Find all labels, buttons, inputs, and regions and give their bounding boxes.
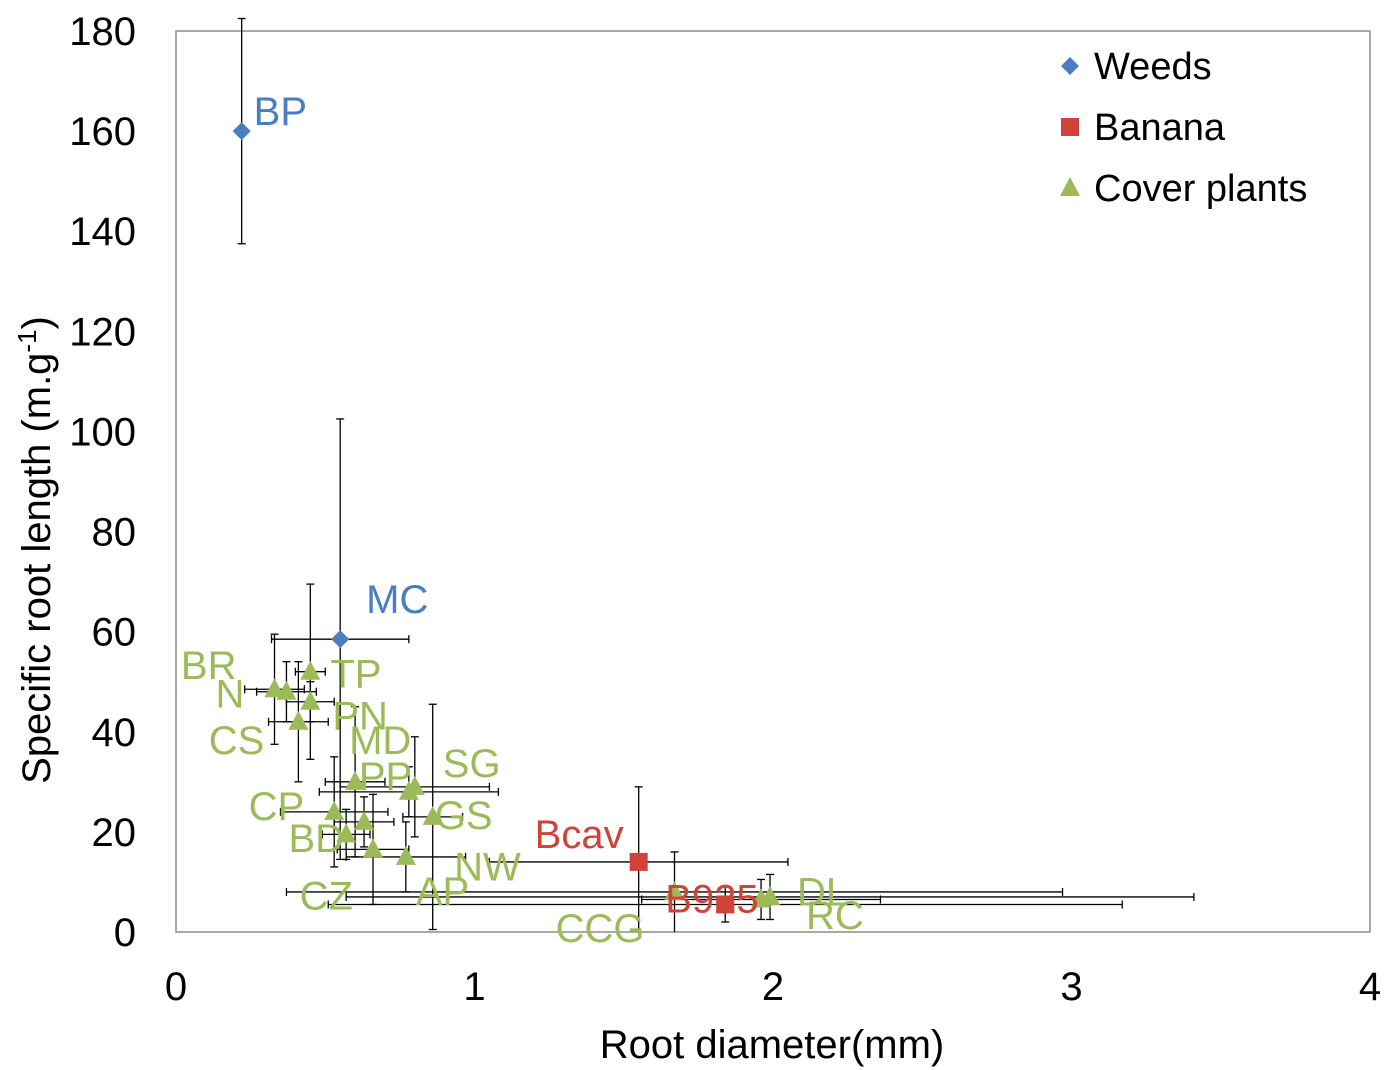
legend-label: Weeds: [1094, 46, 1212, 88]
point-marker: [331, 630, 350, 649]
legend-marker: [1061, 118, 1079, 136]
y-axis-label-sup: -1: [12, 329, 42, 352]
y-tick-label: 80: [92, 511, 137, 555]
x-tick-label: 3: [1060, 965, 1082, 1009]
data-markers: [232, 122, 781, 914]
y-axis-label-main: Specific root length (m.g: [15, 353, 59, 784]
point-marker: [354, 810, 375, 830]
y-tick-label: 140: [69, 210, 136, 254]
point-label: MD: [349, 719, 411, 763]
point-label: PP: [359, 755, 412, 799]
point-marker: [336, 823, 357, 843]
point-label: NW: [454, 845, 521, 889]
legend-label: Cover plants: [1094, 168, 1307, 210]
point-label: GS: [435, 794, 493, 838]
y-tick-labels: 0 20 40 60 80 100 120 140 160 180: [69, 10, 136, 955]
point-label: BP: [254, 90, 307, 134]
point-marker: [232, 122, 251, 141]
point-marker: [276, 680, 297, 700]
point-marker: [363, 838, 384, 858]
point-label: CS: [209, 719, 265, 763]
y-tick-label: 120: [69, 310, 136, 354]
y-tick-label: 20: [92, 811, 137, 855]
legend-label: Banana: [1094, 107, 1226, 149]
point-label: B925: [665, 877, 758, 921]
x-tick-label: 0: [165, 965, 187, 1009]
point-label: PN: [332, 695, 388, 739]
point-label: SG: [443, 742, 501, 786]
x-tick-labels: 0 1 2 3 4: [165, 965, 1381, 1009]
y-tick-label: 0: [114, 911, 136, 955]
y-tick-label: 60: [92, 611, 137, 655]
point-marker: [324, 800, 345, 820]
point-label: AP: [416, 870, 469, 914]
point-label: CCG: [556, 907, 645, 951]
y-axis-label: Specific root length (m.g-1): [12, 316, 59, 784]
y-axis-label-end: ): [15, 316, 59, 329]
point-label: BD: [288, 817, 344, 861]
point-label: N: [216, 673, 245, 717]
point-marker: [300, 660, 321, 680]
y-tick-label: 180: [69, 10, 136, 54]
x-tick-label: 4: [1359, 965, 1381, 1009]
point-label: Bcav: [535, 813, 624, 857]
y-tick-label: 100: [69, 410, 136, 454]
point-label: BR: [181, 644, 237, 688]
point-marker: [760, 885, 781, 905]
y-tick-label: 40: [92, 711, 137, 755]
legend-marker: [1061, 57, 1079, 75]
point-label: TP: [330, 653, 381, 697]
point-marker: [288, 710, 309, 730]
legend: Weeds Banana Cover plants: [1060, 46, 1307, 210]
point-marker: [398, 780, 419, 800]
point-marker: [422, 805, 443, 825]
point-marker: [629, 852, 648, 871]
point-marker: [345, 770, 366, 790]
point-marker: [300, 690, 321, 710]
point-label: RC: [806, 894, 864, 938]
x-axis-label: Root diameter(mm): [600, 1023, 945, 1067]
point-label: CP: [249, 785, 305, 829]
x-tick-label: 2: [762, 965, 784, 1009]
point-marker: [264, 678, 285, 698]
y-tick-label: 160: [69, 110, 136, 154]
x-tick-label: 1: [463, 965, 485, 1009]
point-marker: [664, 880, 685, 900]
point-label: CZ: [300, 874, 353, 918]
point-marker: [395, 845, 416, 865]
point-marker: [716, 895, 735, 914]
legend-marker: [1060, 177, 1080, 196]
point-label: MC: [366, 578, 428, 622]
point-label: DL: [797, 870, 848, 914]
